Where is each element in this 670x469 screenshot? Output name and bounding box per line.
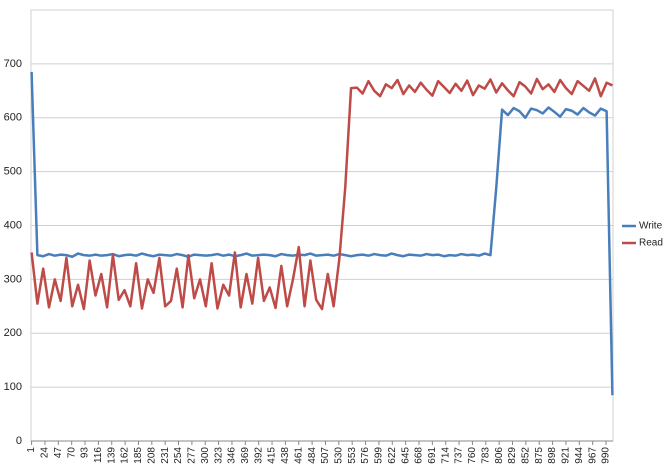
x-tick-label: 139: [106, 447, 117, 464]
y-tick-label: 200: [4, 327, 22, 339]
x-tick-label: 852: [521, 447, 532, 464]
y-tick-label: 100: [4, 381, 22, 393]
y-tick-label: 300: [4, 273, 22, 285]
x-tick-label: 415: [267, 447, 278, 464]
x-tick-label: 47: [53, 447, 64, 459]
y-tick-label: 600: [4, 112, 22, 124]
x-tick-label: 990: [601, 447, 612, 464]
x-tick-label: 898: [547, 447, 558, 464]
x-tick-label: 760: [467, 447, 478, 464]
series-line: [30, 77, 613, 311]
x-tick-label: 231: [160, 447, 171, 464]
x-tick-label: 484: [307, 447, 318, 464]
x-tick-label: 254: [173, 447, 184, 464]
x-tick-label: 461: [293, 447, 304, 464]
y-tick-label: 500: [4, 166, 22, 178]
x-tick-label: 967: [587, 447, 598, 464]
x-tick-label: 300: [200, 447, 211, 464]
x-tick-label: 737: [454, 447, 465, 464]
y-tick-label: 400: [4, 219, 22, 231]
x-tick-label: 622: [387, 447, 398, 464]
x-tick-label: 714: [440, 447, 451, 464]
x-tick-label: 208: [146, 447, 157, 464]
y-tick-label: 700: [4, 58, 22, 70]
x-tick-label: 185: [133, 447, 144, 464]
x-tick-label: 346: [227, 447, 238, 464]
x-tick-label: 668: [414, 447, 425, 464]
series-line: [30, 71, 614, 396]
x-tick-label: 530: [333, 447, 344, 464]
x-tick-label: 645: [400, 447, 411, 464]
x-tick-label: 829: [507, 447, 518, 464]
x-tick-label: 576: [360, 447, 371, 464]
x-tick-label: 162: [120, 447, 131, 464]
x-tick-label: 921: [561, 447, 572, 464]
x-tick-label: 599: [374, 447, 385, 464]
y-tick-label: 0: [16, 435, 22, 447]
x-tick-label: 783: [480, 447, 491, 464]
x-tick-label: 277: [187, 447, 198, 464]
x-tick-label: 438: [280, 447, 291, 464]
x-tick-label: 24: [40, 447, 51, 459]
x-tick-label: 944: [574, 447, 585, 464]
x-tick-label: 1: [26, 447, 37, 453]
legend-label: Read: [639, 238, 663, 249]
x-tick-label: 323: [213, 447, 224, 464]
x-tick-label: 392: [253, 447, 264, 464]
x-tick-label: 806: [494, 447, 505, 464]
legend-label: Write: [639, 221, 663, 232]
x-tick-label: 875: [534, 447, 545, 464]
x-tick-label: 691: [427, 447, 438, 464]
x-tick-label: 70: [66, 447, 77, 459]
x-tick-label: 369: [240, 447, 251, 464]
x-tick-label: 93: [80, 447, 91, 459]
x-tick-label: 507: [320, 447, 331, 464]
x-tick-label: 116: [93, 447, 104, 463]
x-tick-label: 553: [347, 447, 358, 464]
